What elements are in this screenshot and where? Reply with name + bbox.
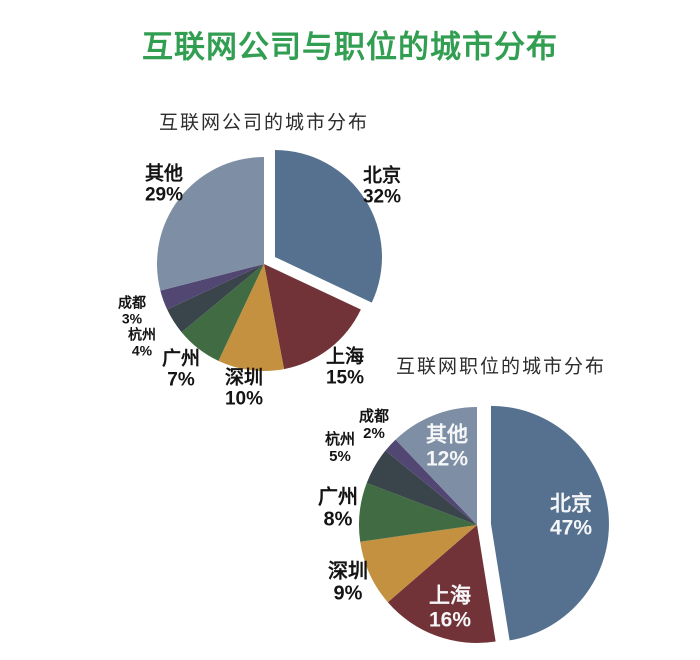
pie2-label-hangzhou: 杭州 5% bbox=[324, 431, 356, 466]
pie2-label-qita-city: 其他 bbox=[426, 423, 468, 447]
pie1-label-shenzhen-city: 深圳 bbox=[224, 367, 263, 389]
pie2-label-chengdu-city: 成都 bbox=[358, 408, 390, 426]
pie2-label-hangzhou-pct: 5% bbox=[329, 448, 351, 465]
page-title: 互联网公司与职位的城市分布 bbox=[142, 29, 558, 65]
jobs-chart-title: 互联网职位的城市分布 bbox=[395, 356, 607, 378]
pie-slice-上海 bbox=[264, 264, 361, 370]
pie1-label-beijing-city: 北京 bbox=[362, 165, 401, 187]
pie1-label-hangzhou: 杭州 4% bbox=[128, 327, 156, 358]
pie1-label-chengdu: 成都 3% bbox=[118, 295, 146, 326]
pie1-label-qita: 其他 29% bbox=[145, 164, 183, 207]
pie-slice-成都 bbox=[160, 264, 264, 310]
pie2-label-guangzhou-city: 广州 bbox=[318, 486, 358, 509]
pie2-label-shanghai: 上海 16% bbox=[429, 584, 471, 631]
pie1-label-guangzhou: 广州 7% bbox=[162, 349, 200, 392]
pie1-label-shanghai-city: 上海 bbox=[325, 346, 364, 368]
pie1-label-qita-city: 其他 bbox=[144, 163, 183, 185]
pie1-label-hangzhou-city: 杭州 bbox=[128, 326, 156, 343]
pie1-label-chengdu-pct: 3% bbox=[121, 310, 143, 326]
pie-slice-成都 bbox=[385, 439, 477, 525]
pie2-label-shenzhen: 深圳 9% bbox=[328, 561, 368, 606]
jobs-pie-chart bbox=[358, 405, 609, 644]
pie-slice-杭州 bbox=[366, 450, 477, 525]
pie2-label-beijing: 北京 47% bbox=[550, 492, 592, 539]
pie1-label-shanghai-pct: 15% bbox=[325, 368, 365, 389]
pie-slice-北京 bbox=[490, 405, 609, 641]
pie1-label-shanghai: 上海 15% bbox=[326, 347, 364, 390]
pie1-label-qita-pct: 29% bbox=[144, 185, 184, 206]
pie-slice-上海 bbox=[387, 525, 496, 644]
pie2-label-chengdu-pct: 2% bbox=[363, 425, 385, 442]
pie1-label-beijing-pct: 32% bbox=[362, 187, 402, 208]
pie-slice-广州 bbox=[358, 482, 477, 542]
pie-slice-北京 bbox=[274, 150, 382, 303]
company-pie-chart bbox=[156, 150, 382, 371]
pie1-label-guangzhou-city: 广州 bbox=[161, 348, 201, 370]
pie2-label-qita-pct: 12% bbox=[425, 447, 469, 470]
company-chart-title: 互联网公司的城市分布 bbox=[158, 112, 370, 134]
pie1-label-beijing: 北京 32% bbox=[363, 166, 401, 209]
pie-slice-其他 bbox=[395, 407, 477, 525]
pie-slice-其他 bbox=[156, 157, 264, 291]
pie2-label-shanghai-pct: 16% bbox=[428, 608, 472, 631]
pie2-label-shenzhen-pct: 9% bbox=[333, 583, 363, 605]
pie2-label-qita: 其他 12% bbox=[426, 423, 468, 470]
pie1-label-guangzhou-pct: 7% bbox=[167, 370, 195, 391]
pie-slice-深圳 bbox=[218, 264, 285, 371]
pie2-label-guangzhou: 广州 8% bbox=[318, 487, 358, 532]
pie2-label-guangzhou-pct: 8% bbox=[323, 509, 353, 531]
pie1-label-hangzhou-pct: 4% bbox=[131, 342, 153, 358]
pie2-label-beijing-city: 北京 bbox=[550, 492, 592, 516]
pie2-label-hangzhou-city: 杭州 bbox=[324, 431, 356, 449]
pie2-label-chengdu: 成都 2% bbox=[358, 408, 390, 443]
pie-slice-广州 bbox=[181, 264, 264, 361]
pie1-label-shenzhen: 深圳 10% bbox=[225, 368, 263, 411]
pie1-label-shenzhen-pct: 10% bbox=[224, 389, 264, 410]
pie2-label-shanghai-city: 上海 bbox=[429, 584, 471, 608]
pie-slice-深圳 bbox=[360, 525, 477, 603]
pie2-label-beijing-pct: 47% bbox=[549, 516, 593, 539]
pie-slice-杭州 bbox=[167, 264, 264, 333]
pie1-label-chengdu-city: 成都 bbox=[118, 294, 146, 311]
pie2-label-shenzhen-city: 深圳 bbox=[328, 560, 368, 583]
